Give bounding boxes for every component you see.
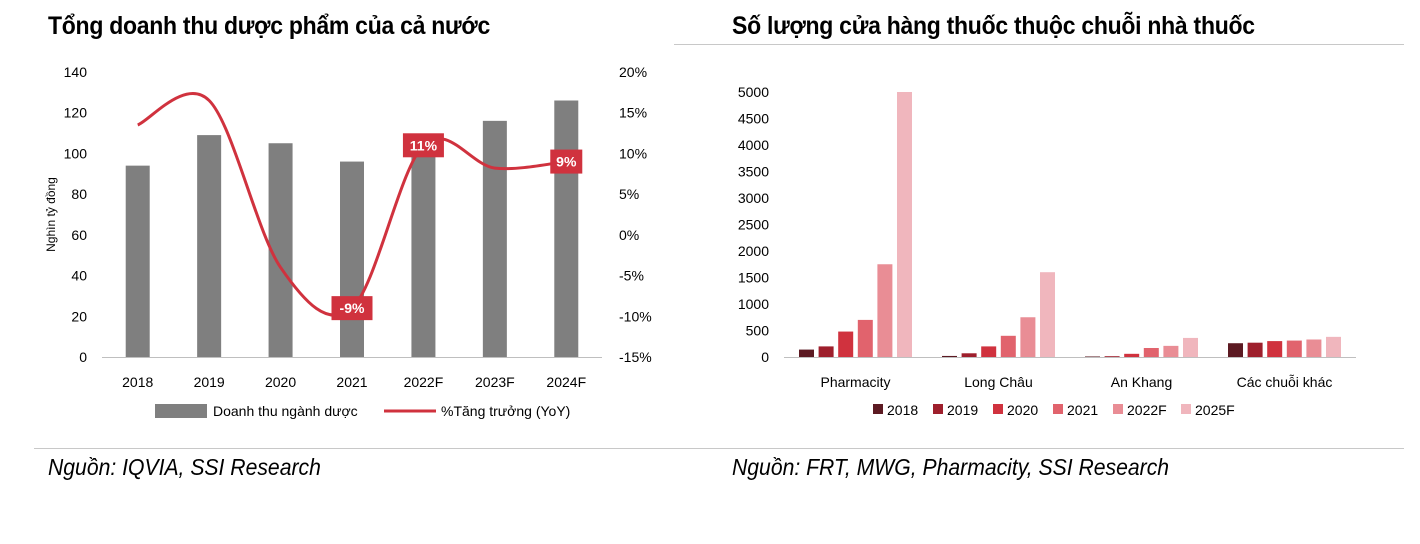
legend-label-growth: %Tăng trưởng (YoY) <box>441 403 570 419</box>
y2-tick-label: 5% <box>619 186 639 202</box>
store-count-bar <box>838 331 854 357</box>
revenue-bar <box>554 100 579 357</box>
x-tick-label: Các chuỗi khác <box>1237 374 1333 390</box>
y-tick-label: 3000 <box>738 190 769 206</box>
legend-swatch-revenue <box>155 404 207 418</box>
y-tick-label: 80 <box>71 186 87 202</box>
store-count-bar <box>1143 347 1159 357</box>
y-tick-label: 100 <box>64 145 88 161</box>
legend-label: 2020 <box>1007 402 1038 418</box>
revenue-bar <box>411 139 436 357</box>
y-tick-label: 60 <box>71 227 87 243</box>
store-count-bar <box>877 264 893 357</box>
store-count-bar <box>1306 339 1322 357</box>
store-count-bar <box>1228 343 1243 357</box>
growth-callout-label: 9% <box>556 154 577 170</box>
store-count-bar <box>897 92 912 357</box>
store-count-bar <box>1286 340 1302 357</box>
legend-label: 2018 <box>887 402 918 418</box>
store-count-bar <box>1124 353 1140 357</box>
revenue-bar <box>482 120 507 357</box>
store-count-bar <box>857 319 873 357</box>
y2-tick-label: 10% <box>619 145 647 161</box>
revenue-growth-chart: 0 20 40 60 80 100 120 140 -15% -10% -5% 0% 5% 10% 15% 2… <box>44 64 652 419</box>
x-tick-label: 2022F <box>404 374 444 390</box>
pharmacy-store-count-chart: 0 500 1000 1500 2000 2500 3000 3500 4000 4500 5000… <box>738 84 1356 418</box>
y-tick-label: 3500 <box>738 164 769 180</box>
legend-label: 2021 <box>1067 402 1098 418</box>
store-count-bar <box>1163 345 1179 357</box>
revenue-bar <box>125 165 150 357</box>
y2-tick-label: 15% <box>619 105 647 121</box>
y-tick-label: 0 <box>79 349 87 365</box>
x-tick-label: 2024F <box>546 374 586 390</box>
legend-swatch <box>993 404 1003 414</box>
source-divider <box>34 448 1404 449</box>
y2-tick-label: 0% <box>619 227 639 243</box>
y-tick-label: 2000 <box>738 243 769 259</box>
right-chart-source: Nguồn: FRT, MWG, Pharmacity, SSI Researc… <box>732 454 1170 480</box>
x-tick-label: An Khang <box>1111 374 1173 390</box>
x-tick-label: 2021 <box>336 374 367 390</box>
legend-swatch <box>1181 404 1191 414</box>
growth-callout-box <box>402 133 444 158</box>
y-tick-label: 5000 <box>738 84 769 100</box>
x-tick-label: Pharmacity <box>820 374 890 390</box>
y2-tick-label: -15% <box>619 349 652 365</box>
x-tick-label: 2020 <box>265 374 296 390</box>
store-count-bar <box>961 353 977 357</box>
store-count-bar <box>1085 356 1100 357</box>
revenue-bar <box>197 135 222 357</box>
store-count-bar <box>942 355 957 357</box>
y-tick-label: 1000 <box>738 296 769 312</box>
x-tick-label: 2018 <box>122 374 153 390</box>
y-tick-label: 1500 <box>738 270 769 286</box>
growth-callout-box <box>550 149 583 174</box>
y-tick-label: 120 <box>64 105 88 121</box>
x-tick-label: 2019 <box>194 374 225 390</box>
store-count-bar <box>799 349 814 357</box>
growth-callout-box <box>331 296 373 321</box>
store-count-bar <box>1183 337 1198 357</box>
store-count-bar <box>981 346 997 357</box>
legend-label-revenue: Doanh thu ngành dược <box>213 403 358 419</box>
store-count-bar <box>1247 342 1263 357</box>
store-count-bar <box>1267 341 1283 357</box>
y-tick-label: 140 <box>64 64 88 80</box>
y-tick-label: 40 <box>71 268 87 284</box>
y-tick-label: 2500 <box>738 217 769 233</box>
right-chart-title: Số lượng cửa hàng thuốc thuộc chuỗi nhà … <box>732 12 1255 40</box>
left-chart-source: Nguồn: IQVIA, SSI Research <box>48 454 321 480</box>
store-count-bar <box>1040 272 1055 357</box>
y-tick-label: 4000 <box>738 137 769 153</box>
growth-callout-label: -9% <box>340 300 365 316</box>
store-count-bar <box>1104 356 1120 357</box>
store-count-bar <box>1020 317 1036 357</box>
legend-swatch <box>933 404 943 414</box>
y-tick-label: 0 <box>761 349 769 365</box>
y-tick-label: 500 <box>746 323 770 339</box>
y-axis-label: Nghìn tỷ đồng <box>44 177 58 252</box>
legend-label: 2019 <box>947 402 978 418</box>
y2-tick-label: -5% <box>619 268 644 284</box>
legend-swatch <box>1053 404 1063 414</box>
legend-label: 2022F <box>1127 402 1167 418</box>
y-tick-label: 4500 <box>738 111 769 127</box>
legend-swatch <box>1113 404 1123 414</box>
legend-label: 2025F <box>1195 402 1235 418</box>
growth-callout-label: 11% <box>410 137 438 153</box>
store-count-bar <box>1326 336 1341 357</box>
legend-swatch <box>873 404 883 414</box>
x-tick-label: 2023F <box>475 374 515 390</box>
title-divider <box>674 44 1404 45</box>
y2-tick-label: 20% <box>619 64 647 80</box>
left-chart-title: Tổng doanh thu dược phẩm của cả nước <box>48 12 491 40</box>
store-count-bar <box>818 346 834 357</box>
revenue-bar <box>340 161 364 357</box>
y-tick-label: 20 <box>71 308 87 324</box>
store-count-bar <box>1000 335 1016 357</box>
y2-tick-label: -10% <box>619 308 652 324</box>
x-tick-label: Long Châu <box>964 374 1033 390</box>
